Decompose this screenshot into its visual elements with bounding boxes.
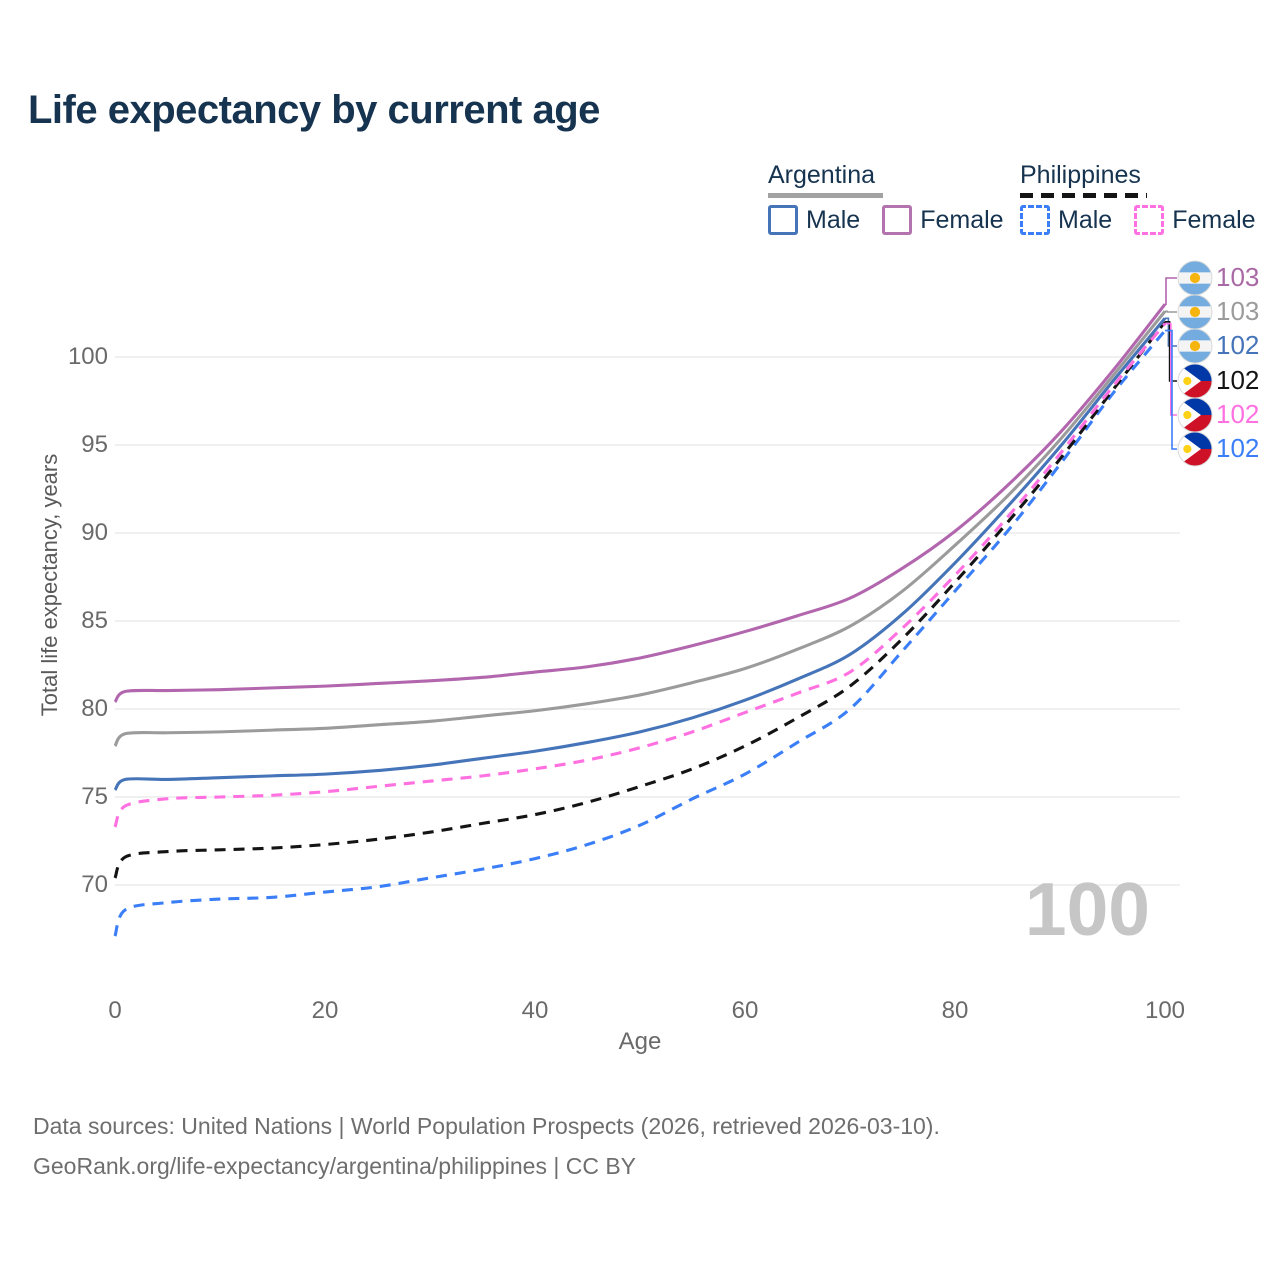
series-line-argentina-female[interactable] <box>113 303 1167 704</box>
y-tick-label: 90 <box>81 519 108 546</box>
philippines-flag-icon <box>1178 364 1212 398</box>
philippines-male-swatch <box>1020 205 1050 235</box>
end-label-value: 103 <box>1216 296 1260 326</box>
argentina-flag-icon <box>1178 329 1212 363</box>
series-line-philippines-male[interactable] <box>113 329 1167 937</box>
legend-item-argentina-female[interactable]: Female <box>882 205 1004 235</box>
legend-items-argentina: Male Female <box>768 205 1004 235</box>
philippines-flag-icon <box>1178 398 1212 432</box>
argentina-line-style-swatch <box>768 193 883 198</box>
series-line-argentina[interactable] <box>113 310 1167 747</box>
x-tick-label: 0 <box>108 997 122 1024</box>
argentina-male-swatch <box>768 205 798 235</box>
legend-items-philippines: Male Female <box>1020 205 1256 235</box>
legend-label: Male <box>1058 205 1113 234</box>
series-line-philippines-female[interactable] <box>113 322 1167 828</box>
data-source-line: Data sources: United Nations | World Pop… <box>33 1113 940 1139</box>
x-tick-label: 40 <box>521 997 549 1024</box>
y-tick-label: 75 <box>81 783 108 810</box>
footer: Data sources: United Nations | World Pop… <box>33 1106 940 1186</box>
argentina-flag-icon <box>1178 295 1212 329</box>
end-label-value: 102 <box>1216 433 1260 463</box>
end-label-value: 102 <box>1216 330 1260 360</box>
y-tick-label: 100 <box>67 343 108 370</box>
legend-label: Female <box>920 205 1004 234</box>
series-line-argentina-male[interactable] <box>113 317 1167 792</box>
y-tick-label: 85 <box>81 607 108 634</box>
end-label-connector <box>1165 329 1177 450</box>
argentina-flag-ring <box>1177 328 1213 364</box>
x-tick-label: 100 <box>1144 997 1186 1024</box>
legend-country-philippines: Philippines <box>1020 161 1141 189</box>
y-tick-label: 95 <box>81 431 108 458</box>
legend-label: Female <box>1172 205 1256 234</box>
attribution-line: GeoRank.org/life-expectancy/argentina/ph… <box>33 1153 637 1179</box>
x-tick-label: 60 <box>731 997 759 1024</box>
end-label-value: 103 <box>1216 262 1260 292</box>
end-label-connector <box>1165 277 1177 305</box>
end-label-connector <box>1165 321 1177 382</box>
x-tick-label: 20 <box>311 997 339 1024</box>
age-watermark: 100 <box>1024 867 1150 951</box>
philippines-flag-icon <box>1178 432 1212 466</box>
end-label-connector <box>1165 322 1177 416</box>
philippines-line-style-swatch <box>1020 193 1147 198</box>
x-tick-label: 80 <box>941 997 969 1024</box>
y-tick-label: 70 <box>81 871 108 898</box>
series-line-philippines[interactable] <box>113 320 1167 879</box>
legend-country-argentina: Argentina <box>768 161 876 189</box>
legend-label: Male <box>806 205 861 234</box>
legend-item-philippines-male[interactable]: Male <box>1020 205 1112 235</box>
end-label-value: 102 <box>1216 399 1260 429</box>
x-axis-title: Age <box>618 1028 662 1055</box>
legend-item-philippines-female[interactable]: Female <box>1134 205 1256 235</box>
end-label-connector <box>1165 310 1177 313</box>
end-label-value: 102 <box>1216 365 1260 395</box>
legend-item-argentina-male[interactable]: Male <box>768 205 860 235</box>
argentina-female-swatch <box>882 205 913 235</box>
page-title: Life expectancy by current age <box>28 88 600 132</box>
philippines-flag-ring <box>1177 431 1213 467</box>
y-axis-title: Total life expectancy, years <box>37 453 62 717</box>
philippines-female-swatch <box>1134 205 1165 235</box>
y-tick-label: 80 <box>81 695 108 722</box>
argentina-flag-icon <box>1178 261 1212 295</box>
